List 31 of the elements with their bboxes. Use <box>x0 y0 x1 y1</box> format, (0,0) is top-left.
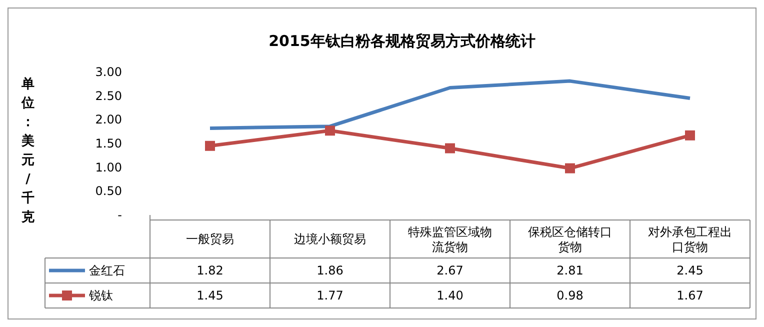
x-tick-label: 对外承包工程出口货物 <box>648 225 732 254</box>
data-label: 2.45 <box>676 264 704 278</box>
y-tick-label: 1.50 <box>95 136 122 150</box>
data-label: 1.40 <box>436 288 464 302</box>
data-label: 2.67 <box>436 264 464 278</box>
x-tick-label: 保税区仓储转口货物 <box>528 225 612 254</box>
legend-label: 金红石 <box>89 264 125 278</box>
legend-label: 锐钛 <box>88 288 113 302</box>
chart-title: 2015年钛白粉各规格贸易方式价格统计 <box>268 32 536 50</box>
y-tick-label: 3.00 <box>95 65 122 79</box>
point <box>205 140 215 151</box>
y-axis-title: 单位：美元/千克 <box>20 76 36 225</box>
data-label: 2.81 <box>556 264 584 278</box>
y-tick-label: 2.00 <box>95 112 122 127</box>
y-tick-label: 0.50 <box>95 184 122 198</box>
point <box>685 130 695 140</box>
x-tick-label: 一般贸易 <box>186 232 234 246</box>
x-tick-label: 特殊监管区域物流货物 <box>408 225 492 254</box>
x-tick-label: 边境小额贸易 <box>294 232 366 246</box>
data-label: 1.77 <box>316 288 344 302</box>
point <box>445 143 455 154</box>
data-label: 1.45 <box>196 288 224 302</box>
point <box>325 126 335 136</box>
y-tick-label: - <box>118 208 122 222</box>
y-tick-label: 2.50 <box>95 88 122 103</box>
point <box>565 163 575 174</box>
y-tick-label: 1.00 <box>95 160 122 174</box>
data-label: 1.67 <box>676 288 704 302</box>
data-label: 1.86 <box>316 264 344 278</box>
data-label: 0.98 <box>556 288 584 302</box>
data-label: 1.82 <box>196 264 224 278</box>
